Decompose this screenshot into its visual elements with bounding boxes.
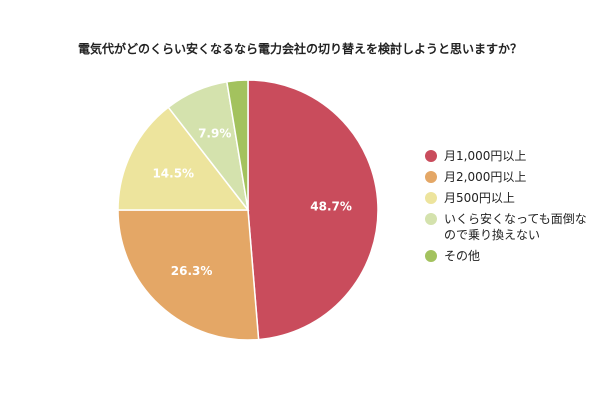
pie-slice (117, 106, 250, 211)
legend-item: その他 (425, 248, 595, 264)
legend-label: 月2,000円以上 (444, 170, 527, 184)
legend-label: その他 (444, 249, 481, 263)
chart-legend: 月1,000円以上 月2,000円以上 月500円以上いくら安くなっても面倒なので乗… (425, 148, 595, 269)
data-label: 14.5% (152, 166, 194, 180)
legend-item: 月2,000円以上 (425, 169, 595, 185)
pie-slice (117, 209, 260, 341)
legend-swatch (425, 150, 437, 162)
data-label: 48.7% (310, 200, 352, 214)
legend-swatch (425, 250, 437, 262)
legend-item: 月500円以上 (425, 190, 595, 206)
legend-swatch (425, 192, 437, 204)
pie-slice (225, 79, 249, 211)
legend-label: いくら安くなっても面倒なので乗り換えない (444, 212, 587, 242)
legend-item: いくら安くなっても面倒なので乗り換えない (425, 211, 595, 243)
chart-title: 電気代がどのくらい安くなるなら電力会社の切り替えを検討しようと思いますか？ (77, 42, 522, 56)
legend-label: 月500円以上 (444, 191, 515, 205)
legend-swatch (425, 213, 437, 225)
legend-swatch (425, 171, 437, 183)
data-label: 7.9% (198, 127, 231, 141)
legend-label: 月1,000円以上 (444, 149, 527, 163)
pie-slice (247, 79, 379, 341)
data-label: 26.3% (171, 264, 213, 278)
legend-item: 月1,000円以上 (425, 148, 595, 164)
